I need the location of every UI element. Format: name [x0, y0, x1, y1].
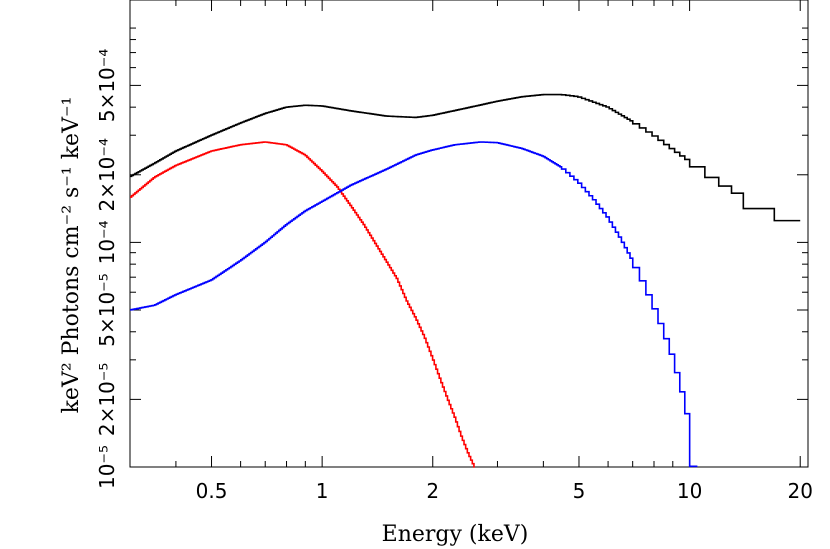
y-tick-label: 5×10⁻⁴	[95, 49, 119, 123]
x-tick-label: 5	[573, 479, 586, 503]
y-tick-label: 10⁻⁵	[95, 445, 119, 489]
x-tick-label: 0.5	[196, 479, 228, 503]
axis-ticks	[129, 0, 808, 468]
y-tick-label: 5×10⁻⁵	[95, 273, 119, 347]
plot-frame	[129, 0, 809, 468]
x-axis-label: Energy (keV)	[382, 522, 529, 547]
x-tick-label: 1	[316, 479, 329, 503]
series-line-0	[130, 93, 801, 222]
y-tick-label: 2×10⁻⁵	[95, 363, 119, 437]
series-line-2	[130, 141, 698, 468]
x-tick-label: 2	[426, 479, 439, 503]
tick-labels: 0.5 1 2 5 10 20 10⁻⁵ 2×10⁻⁵ 5×10⁻⁵ 10⁻⁴ 2×10⁻⁴ 5×10…	[95, 49, 813, 503]
y-tick-label: 10⁻⁴	[95, 220, 119, 264]
x-tick-label: 20	[787, 479, 812, 503]
series-layer	[130, 93, 801, 468]
x-tick-label: 10	[677, 479, 702, 503]
series-line-1	[130, 141, 475, 468]
y-axis-label: keV² Photons cm⁻² s⁻¹ keV⁻¹	[59, 97, 84, 414]
y-tick-label: 2×10⁻⁴	[95, 138, 119, 212]
